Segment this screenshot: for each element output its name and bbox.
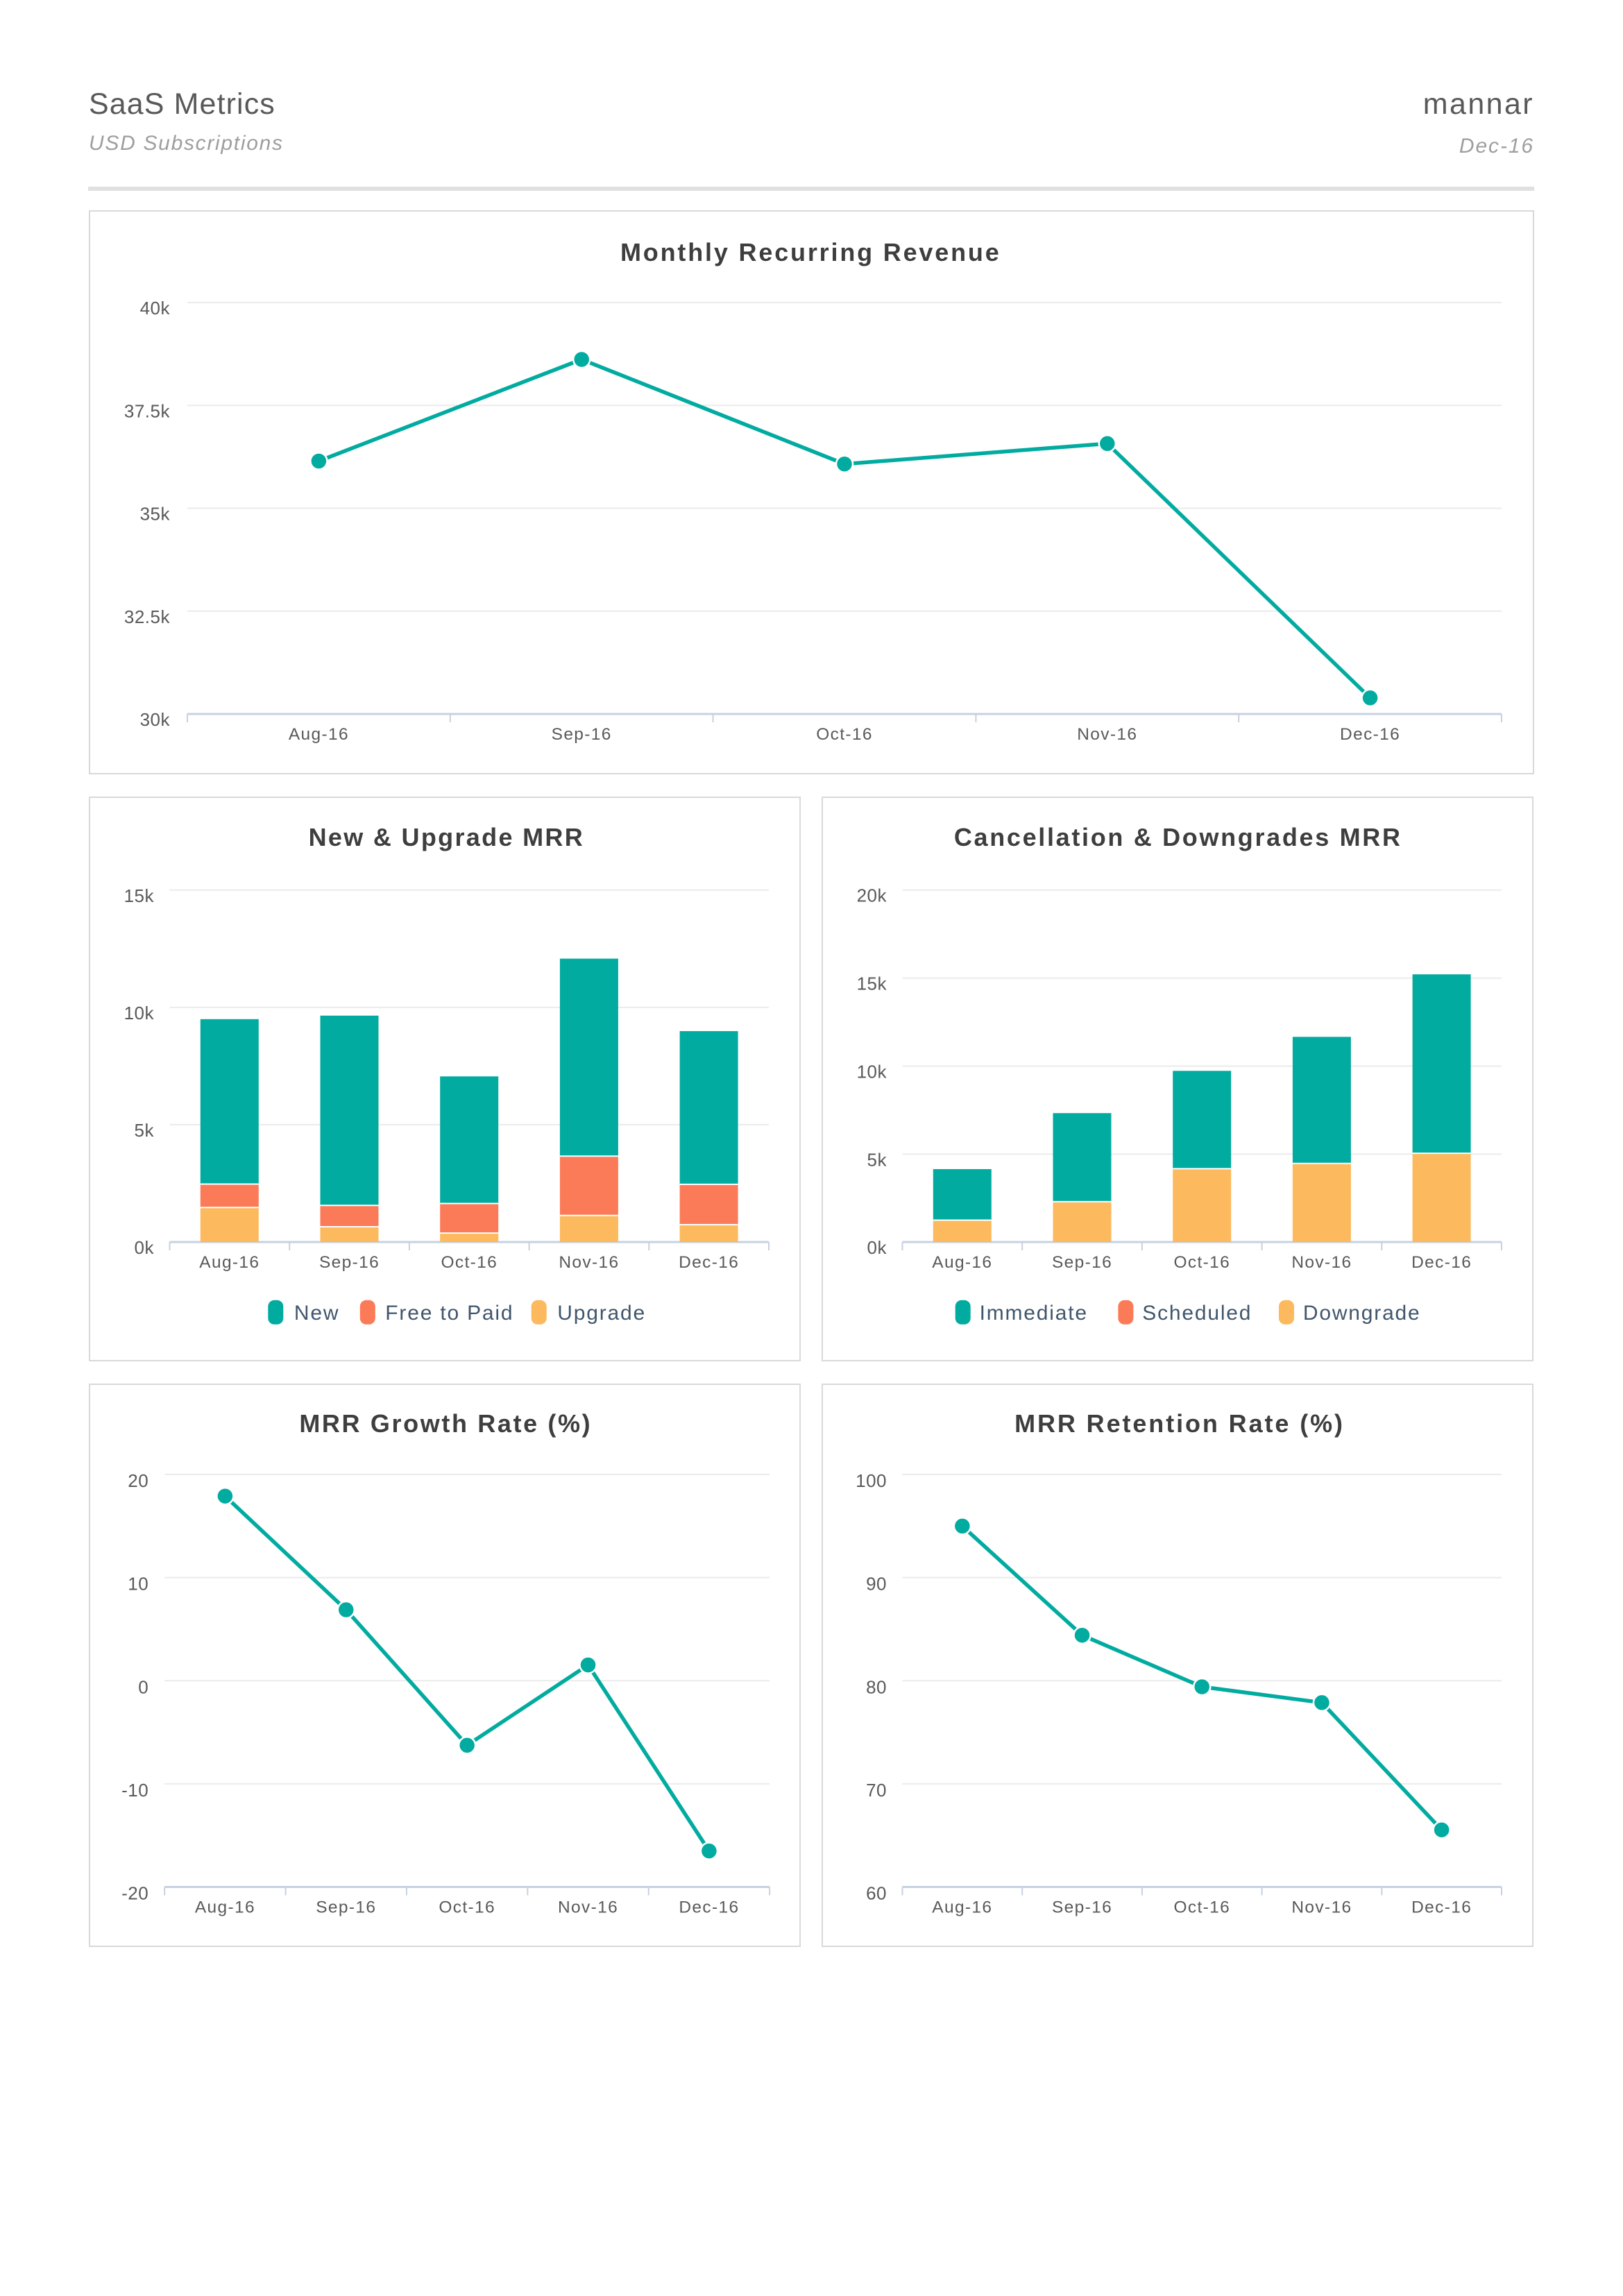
svg-text:Oct-16: Oct-16 xyxy=(1173,1253,1230,1272)
svg-text:Nov-16: Nov-16 xyxy=(558,1898,618,1917)
svg-text:Sep-16: Sep-16 xyxy=(1052,1253,1112,1272)
svg-text:32.5k: 32.5k xyxy=(124,606,171,627)
svg-text:Aug-16: Aug-16 xyxy=(932,1898,992,1917)
svg-text:20: 20 xyxy=(128,1470,148,1491)
svg-text:MRR Retention Rate (%): MRR Retention Rate (%) xyxy=(1014,1409,1345,1438)
svg-text:37.5k: 37.5k xyxy=(124,400,171,421)
svg-text:Sep-16: Sep-16 xyxy=(552,725,612,744)
svg-text:Oct-16: Oct-16 xyxy=(1173,1898,1230,1917)
svg-text:0k: 0k xyxy=(135,1237,155,1258)
svg-text:Cancellation & Downgrades MRR: Cancellation & Downgrades MRR xyxy=(954,823,1402,851)
svg-text:5k: 5k xyxy=(135,1120,155,1141)
svg-text:60: 60 xyxy=(866,1883,887,1904)
svg-text:Aug-16: Aug-16 xyxy=(195,1898,255,1917)
svg-text:20k: 20k xyxy=(857,885,887,906)
svg-text:90: 90 xyxy=(866,1574,887,1595)
svg-text:5k: 5k xyxy=(867,1149,887,1170)
svg-text:15k: 15k xyxy=(124,885,155,906)
svg-text:10k: 10k xyxy=(857,1062,887,1082)
svg-text:10k: 10k xyxy=(124,1003,155,1023)
svg-text:Sep-16: Sep-16 xyxy=(319,1253,380,1272)
svg-text:Free to Paid: Free to Paid xyxy=(385,1302,513,1325)
svg-text:Sep-16: Sep-16 xyxy=(1052,1898,1112,1917)
svg-text:Scheduled: Scheduled xyxy=(1142,1302,1252,1325)
svg-text:-20: -20 xyxy=(121,1883,148,1904)
svg-text:Oct-16: Oct-16 xyxy=(439,1898,495,1917)
svg-text:New & Upgrade MRR: New & Upgrade MRR xyxy=(309,823,584,851)
svg-text:Dec-16: Dec-16 xyxy=(1340,725,1400,744)
svg-text:100: 100 xyxy=(856,1470,887,1491)
svg-text:0: 0 xyxy=(138,1676,148,1697)
svg-text:Nov-16: Nov-16 xyxy=(559,1253,619,1272)
svg-text:Sep-16: Sep-16 xyxy=(316,1898,376,1917)
svg-text:Nov-16: Nov-16 xyxy=(1291,1253,1352,1272)
svg-text:Oct-16: Oct-16 xyxy=(441,1253,498,1272)
svg-text:Oct-16: Oct-16 xyxy=(816,725,873,744)
svg-text:Aug-16: Aug-16 xyxy=(289,725,349,744)
svg-text:Dec-16: Dec-16 xyxy=(679,1253,739,1272)
svg-text:Aug-16: Aug-16 xyxy=(932,1253,992,1272)
svg-text:Aug-16: Aug-16 xyxy=(199,1253,260,1272)
svg-text:70: 70 xyxy=(866,1780,887,1801)
svg-text:MRR Growth Rate (%): MRR Growth Rate (%) xyxy=(299,1409,592,1438)
svg-text:10: 10 xyxy=(128,1574,148,1595)
svg-text:80: 80 xyxy=(866,1676,887,1697)
svg-text:Dec-16: Dec-16 xyxy=(1411,1898,1472,1917)
svg-text:New: New xyxy=(294,1302,339,1325)
svg-text:Nov-16: Nov-16 xyxy=(1291,1898,1352,1917)
svg-text:Nov-16: Nov-16 xyxy=(1077,725,1137,744)
svg-text:40k: 40k xyxy=(140,298,171,318)
svg-text:Downgrade: Downgrade xyxy=(1303,1302,1421,1325)
svg-text:Upgrade: Upgrade xyxy=(557,1302,646,1325)
svg-text:-10: -10 xyxy=(121,1780,148,1801)
svg-text:Monthly Recurring Revenue: Monthly Recurring Revenue xyxy=(620,238,1001,266)
svg-text:Dec-16: Dec-16 xyxy=(679,1898,739,1917)
svg-text:35k: 35k xyxy=(140,504,171,525)
svg-text:Dec-16: Dec-16 xyxy=(1411,1253,1472,1272)
svg-text:Immediate: Immediate xyxy=(980,1302,1088,1325)
svg-text:0k: 0k xyxy=(867,1237,887,1258)
svg-text:30k: 30k xyxy=(140,709,171,730)
svg-text:15k: 15k xyxy=(857,973,887,994)
